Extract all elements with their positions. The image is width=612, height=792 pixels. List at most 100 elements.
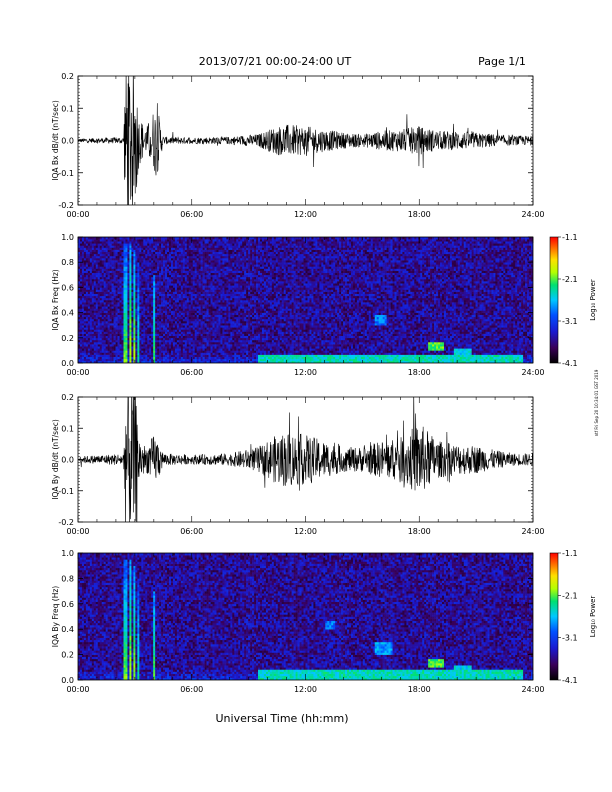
heatmap-cell [172, 329, 176, 332]
heatmap-cell [208, 356, 211, 360]
heatmap-cell [222, 318, 225, 322]
heatmap-cell [117, 260, 120, 263]
heatmap-cell [200, 281, 203, 284]
heatmap-cell [170, 321, 174, 324]
heatmap-cell [125, 331, 128, 334]
heatmap-cell [105, 346, 108, 349]
heatmap-cell [131, 318, 134, 322]
heatmap-cell [155, 325, 158, 328]
heatmap-cell [115, 323, 118, 326]
heatmap-cell [204, 323, 207, 326]
heatmap-cell [133, 323, 136, 326]
heatmap-cell [121, 243, 124, 246]
heatmap-cell [131, 279, 134, 282]
heatmap-cell [115, 274, 118, 278]
heatmap-cell [200, 283, 203, 286]
heatmap-cell [218, 346, 221, 349]
heatmap-cell [208, 266, 211, 269]
heatmap-cell [170, 352, 174, 355]
heatmap-cell [93, 300, 97, 303]
heatmap-cell [143, 239, 146, 242]
heatmap-cell [161, 308, 164, 311]
heatmap-cell [210, 276, 213, 280]
heatmap-cell [117, 289, 120, 292]
heatmap-cell [226, 295, 229, 299]
heatmap-cell [224, 333, 227, 336]
heatmap-cell [190, 283, 194, 286]
heatmap-cell [169, 300, 172, 303]
heatmap-cell [87, 243, 91, 246]
heatmap-cell [115, 295, 118, 299]
heatmap-cell [143, 255, 146, 259]
heatmap-cell [161, 306, 164, 309]
heatmap-cell [127, 264, 130, 267]
heatmap-cell [232, 253, 235, 257]
heatmap-cell [172, 239, 176, 242]
heatmap-cell [224, 266, 227, 269]
heatmap-cell [176, 352, 180, 355]
heatmap-cell [91, 316, 95, 320]
heatmap-cell [202, 360, 205, 363]
heatmap-cell [107, 348, 110, 351]
heatmap-cell [125, 358, 128, 362]
heatmap-cell [93, 239, 97, 242]
heatmap-cell [113, 276, 116, 280]
heatmap-cell [208, 249, 211, 252]
heatmap-cell [186, 247, 190, 250]
heatmap-cell [101, 268, 105, 271]
heatmap-cell [165, 321, 168, 324]
heatmap-cell [222, 312, 225, 315]
heatmap-cell [206, 327, 209, 330]
heatmap-cell [196, 239, 199, 242]
heatmap-cell [212, 329, 215, 332]
heatmap-cell [83, 297, 87, 301]
heatmap-cell [117, 270, 120, 273]
heatmap-cell [113, 272, 116, 276]
heatmap-cell [145, 308, 148, 311]
heatmap-cell [147, 245, 150, 248]
heatmap-cell [121, 306, 124, 309]
heatmap-cell [159, 283, 162, 286]
heatmap-cell [232, 241, 235, 244]
heatmap-cell [78, 241, 81, 244]
heatmap-cell [97, 316, 101, 320]
heatmap-cell [234, 268, 237, 271]
heatmap-cell [139, 281, 142, 284]
heatmap-cell [153, 318, 156, 322]
heatmap-cell [172, 289, 176, 292]
heatmap-cell [125, 329, 128, 332]
heatmap-cell [137, 270, 140, 273]
heatmap-cell [137, 342, 140, 345]
heatmap-cell [145, 306, 148, 309]
heatmap-cell [204, 287, 207, 290]
heatmap-cell [186, 297, 190, 301]
heatmap-cell [174, 350, 178, 353]
heatmap-cell [127, 339, 130, 343]
heatmap-cell [196, 318, 199, 322]
heatmap-cell [218, 358, 221, 362]
heatmap-cell [139, 262, 142, 265]
heatmap-cell [194, 291, 197, 294]
heatmap-cell [111, 323, 114, 326]
heatmap-cell [234, 306, 237, 309]
heatmap-cell [163, 337, 166, 341]
heatmap-cell [95, 291, 99, 294]
heatmap-cell [121, 352, 124, 355]
heatmap-cell [145, 348, 148, 351]
heatmap-cell [97, 270, 101, 273]
heatmap-cell [131, 262, 134, 265]
heatmap-cell [206, 253, 209, 257]
heatmap-cell [141, 302, 144, 305]
heatmap-cell [206, 312, 209, 315]
heatmap-cell [117, 258, 120, 261]
heatmap-cell [228, 266, 231, 269]
heatmap-cell [139, 323, 142, 326]
heatmap-cell [236, 310, 239, 313]
heatmap-cell [182, 270, 186, 273]
heatmap-cell [236, 346, 239, 349]
heatmap-cell [123, 260, 126, 263]
heatmap-cell [97, 262, 101, 265]
heatmap-cell [101, 358, 105, 362]
heatmap-cell [234, 356, 237, 360]
heatmap-cell [165, 335, 168, 339]
